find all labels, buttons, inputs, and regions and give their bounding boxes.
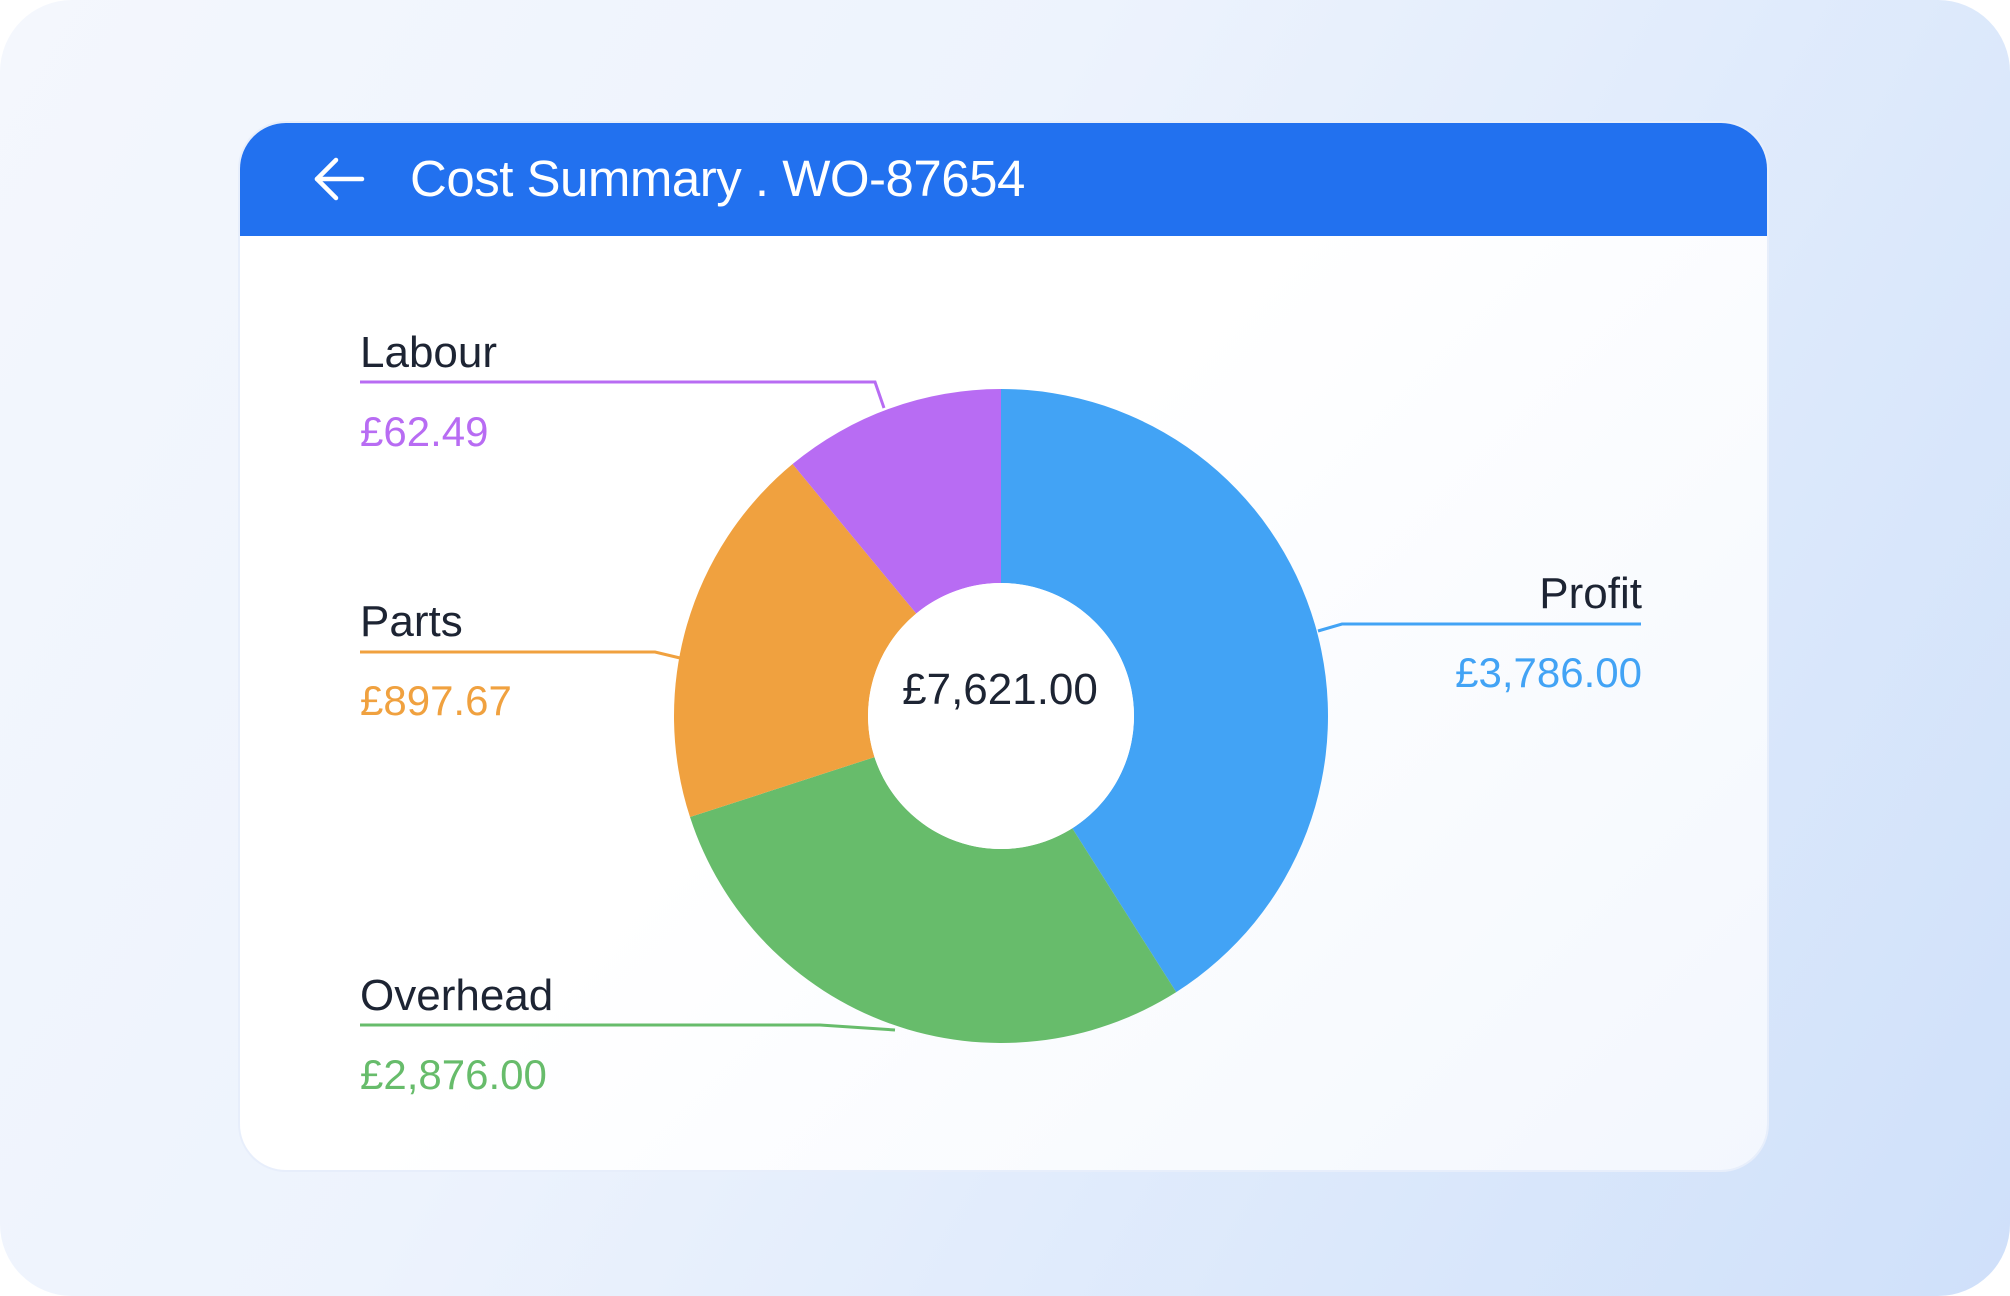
legend-value-labour: £62.49	[360, 408, 489, 455]
leader-line-overhead	[360, 1023, 896, 1032]
legend-label-parts: Parts	[360, 597, 463, 646]
legend-label-labour: Labour	[360, 328, 498, 377]
total-value: £7,621.00	[902, 665, 1098, 714]
donut-hole	[868, 583, 1134, 849]
page-title: Cost Summary . WO-87654	[410, 150, 1025, 207]
leader-line-labour	[360, 380, 886, 409]
arrow-left-icon	[314, 157, 365, 201]
back-button[interactable]	[312, 153, 368, 205]
legend-value-profit: £3,786.00	[1455, 649, 1642, 696]
legend-value-overhead: £2,876.00	[360, 1051, 547, 1098]
donut-slice-labour[interactable]	[792, 389, 1001, 614]
donut-slice-overhead[interactable]	[690, 757, 1177, 1043]
legend-value-parts: £897.67	[360, 677, 512, 724]
legend-label-profit: Profit	[1539, 569, 1642, 618]
card-header: Cost Summary . WO-87654	[240, 123, 1767, 236]
donut-slice-profit[interactable]	[1001, 389, 1329, 993]
leader-line-profit	[1317, 622, 1641, 633]
donut-slice-parts[interactable]	[674, 464, 917, 818]
leader-line-parts	[360, 650, 681, 660]
legend-label-overhead: Overhead	[360, 971, 554, 1020]
